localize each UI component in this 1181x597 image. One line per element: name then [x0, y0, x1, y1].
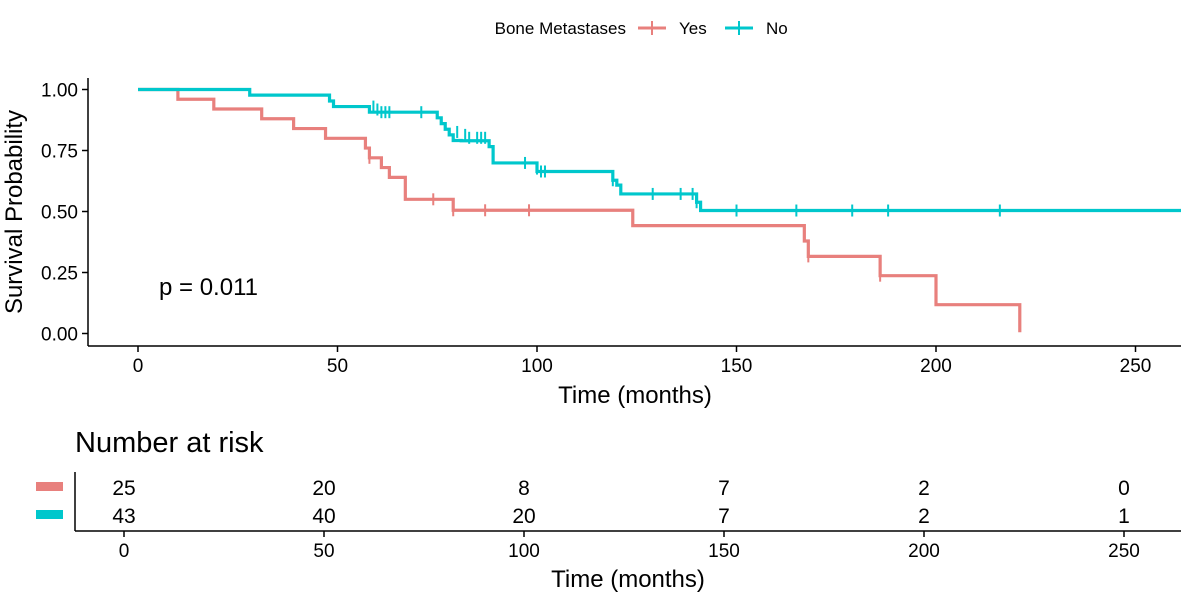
- risk-count-no: 43: [112, 505, 135, 528]
- x-tick-label: 50: [327, 356, 348, 377]
- x-tick-label: 250: [1120, 356, 1152, 377]
- y-tick-label: 0.00: [41, 325, 78, 346]
- y-tick-label: 0.25: [41, 264, 78, 285]
- risk-count-yes: 8: [518, 477, 530, 500]
- risk-x-tick-label: 250: [1108, 541, 1140, 562]
- legend-label-no: No: [766, 19, 788, 38]
- risk-table-x-ticks: 0 50 100 150 200 250: [119, 531, 1140, 562]
- x-tick-label: 100: [521, 356, 553, 377]
- risk-count-no: 40: [312, 505, 335, 528]
- risk-count-no: 20: [512, 505, 535, 528]
- legend-label-yes: Yes: [679, 19, 707, 38]
- x-axis-ticks: 0 50 100 150 200 250: [133, 346, 1152, 377]
- y-tick-label: 1.00: [41, 81, 78, 102]
- risk-x-tick-label: 100: [508, 541, 540, 562]
- x-tick-label: 200: [920, 356, 952, 377]
- x-tick-label: 150: [721, 356, 753, 377]
- risk-x-tick-label: 200: [908, 541, 940, 562]
- survival-curves: [138, 87, 1181, 333]
- risk-count-yes: 7: [718, 477, 730, 500]
- x-axis-title: Time (months): [558, 382, 712, 409]
- risk-table-title: Number at risk: [75, 427, 264, 459]
- risk-table: Number at risk 25 20 8 7 2 043 40 20 7 2 1 0 50 100 1…: [36, 427, 1181, 593]
- y-axis-title: Survival Probability: [1, 110, 28, 314]
- legend: Bone Metastases Yes No: [495, 19, 788, 38]
- y-tick-label: 0.75: [41, 142, 78, 163]
- risk-count-yes: 0: [1118, 477, 1130, 500]
- risk-row-swatch-no: [36, 510, 63, 519]
- risk-count-yes: 2: [918, 477, 930, 500]
- risk-x-tick-label: 150: [708, 541, 740, 562]
- risk-table-rows: 25 20 8 7 2 043 40 20 7 2 1: [36, 477, 1130, 528]
- risk-count-no: 2: [918, 505, 930, 528]
- x-tick-label: 0: [133, 356, 144, 377]
- km-curve-yes: [138, 87, 1022, 333]
- legend-entry-no: No: [725, 19, 788, 38]
- legend-entry-yes: Yes: [638, 19, 707, 38]
- risk-count-yes: 25: [112, 477, 135, 500]
- risk-count-yes: 20: [312, 477, 335, 500]
- risk-x-tick-label: 50: [313, 541, 334, 562]
- risk-row-swatch-yes: [36, 482, 63, 491]
- risk-table-x-title: Time (months): [551, 566, 705, 593]
- legend-title: Bone Metastases: [495, 19, 626, 38]
- risk-count-no: 1: [1118, 505, 1130, 528]
- p-value-label: p = 0.011: [159, 274, 258, 301]
- km-curve-no: [138, 87, 1181, 213]
- plot-area: 0.00 0.25 0.50 0.75 1.00 0 50 100 150 200 250 p =…: [41, 78, 1181, 377]
- y-axis-ticks: 0.00 0.25 0.50 0.75 1.00: [41, 81, 88, 346]
- risk-count-no: 7: [718, 505, 730, 528]
- y-tick-label: 0.50: [41, 203, 78, 224]
- risk-x-tick-label: 0: [119, 541, 130, 562]
